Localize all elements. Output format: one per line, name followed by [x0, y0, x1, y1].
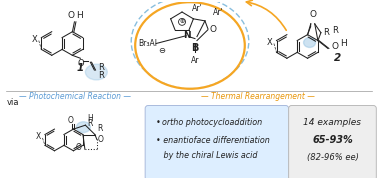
- Text: ⊖: ⊖: [159, 46, 166, 55]
- FancyBboxPatch shape: [145, 105, 289, 179]
- Ellipse shape: [76, 122, 90, 133]
- Ellipse shape: [136, 3, 244, 88]
- Text: O: O: [210, 25, 217, 34]
- Ellipse shape: [85, 64, 107, 80]
- Text: R: R: [98, 63, 104, 72]
- Text: R: R: [87, 119, 93, 128]
- Text: B: B: [191, 43, 199, 52]
- Text: 14 examples: 14 examples: [304, 118, 361, 127]
- Text: via: via: [7, 98, 19, 107]
- Text: N: N: [183, 31, 191, 40]
- Text: O: O: [309, 10, 316, 19]
- Text: O: O: [77, 59, 84, 68]
- Text: H: H: [87, 114, 93, 123]
- Ellipse shape: [304, 38, 316, 47]
- Text: by the chiral Lewis acid: by the chiral Lewis acid: [156, 151, 258, 160]
- Text: 65-93%: 65-93%: [312, 135, 353, 145]
- Text: X: X: [32, 35, 38, 44]
- Text: R: R: [323, 28, 329, 37]
- Text: H: H: [76, 11, 83, 20]
- Text: O: O: [332, 42, 339, 51]
- Text: • enantioface differentiation: • enantioface differentiation: [156, 136, 270, 145]
- Text: Br₃Al: Br₃Al: [139, 39, 158, 48]
- Text: Ar: Ar: [191, 56, 199, 65]
- Text: O: O: [76, 143, 82, 152]
- Text: 1: 1: [77, 63, 84, 73]
- Text: (82-96% ee): (82-96% ee): [307, 153, 358, 162]
- Text: R: R: [97, 124, 102, 133]
- Text: O: O: [98, 135, 104, 144]
- Text: O: O: [68, 11, 75, 20]
- Text: ⊕: ⊕: [180, 19, 184, 24]
- Text: •: •: [156, 118, 164, 127]
- Text: R: R: [98, 71, 104, 81]
- Text: ortho photocycloaddition: ortho photocycloaddition: [162, 118, 262, 127]
- Text: R: R: [332, 26, 338, 35]
- Text: O: O: [68, 116, 73, 125]
- Text: Ar': Ar': [192, 4, 202, 13]
- Text: — Photochemical Reaction —: — Photochemical Reaction —: [19, 92, 132, 101]
- Text: Ar': Ar': [213, 8, 223, 17]
- Text: X: X: [36, 132, 42, 141]
- Text: 2: 2: [334, 53, 341, 63]
- Text: H: H: [340, 39, 347, 48]
- Text: X: X: [267, 38, 273, 47]
- FancyBboxPatch shape: [289, 105, 376, 179]
- Text: — Thermal Rearrangement —: — Thermal Rearrangement —: [201, 92, 314, 101]
